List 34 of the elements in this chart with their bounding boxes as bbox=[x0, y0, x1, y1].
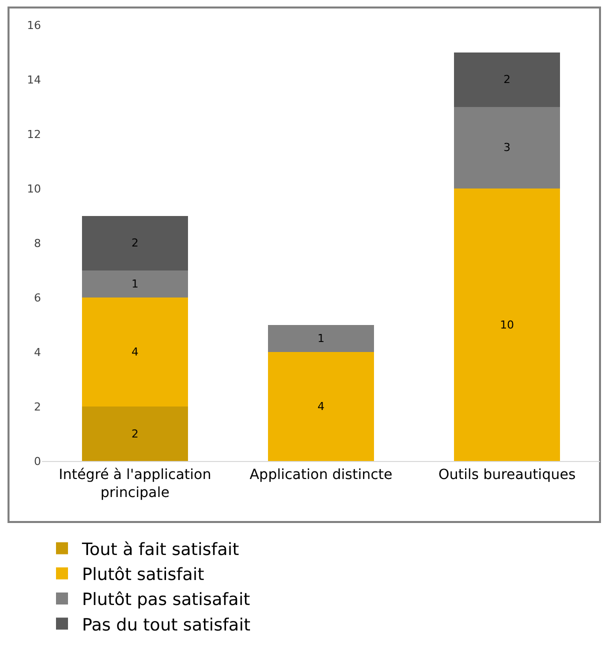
x-tick-label: Outils bureautiques bbox=[438, 466, 576, 483]
bar bbox=[82, 270, 188, 298]
data-label: 3 bbox=[504, 141, 510, 154]
data-label: 10 bbox=[500, 318, 514, 332]
bar bbox=[82, 406, 188, 461]
y-tick-label: 12 bbox=[27, 128, 41, 141]
y-tick-label: 16 bbox=[27, 18, 41, 32]
y-tick-label: 6 bbox=[34, 291, 41, 304]
bar bbox=[268, 324, 374, 352]
data-label: 2 bbox=[504, 73, 510, 86]
bar bbox=[82, 298, 188, 406]
y-tick-label: 14 bbox=[27, 73, 41, 86]
x-tick-label: Intégré à l'application principale bbox=[58, 466, 212, 501]
data-label: 4 bbox=[132, 346, 138, 358]
legend-label: Plutôt pas satisafait bbox=[82, 590, 250, 610]
legend-label: Plutôt satisfait bbox=[82, 565, 205, 586]
bar bbox=[454, 106, 560, 188]
legend-label: Tout à fait satisfait bbox=[81, 540, 240, 560]
bar bbox=[268, 352, 374, 461]
y-tick-label: 0 bbox=[34, 454, 41, 468]
data-label: 2 bbox=[132, 427, 138, 440]
y-tick-label: 10 bbox=[27, 182, 41, 196]
data-label: 1 bbox=[132, 277, 138, 290]
bar bbox=[82, 216, 188, 270]
data-label: 4 bbox=[318, 400, 324, 413]
data-label: 1 bbox=[318, 332, 324, 345]
bar bbox=[454, 188, 560, 461]
y-tick-label: 4 bbox=[34, 346, 41, 359]
legend-label: Pas du tout satisfait bbox=[82, 615, 251, 636]
y-tick-label: 2 bbox=[34, 400, 41, 414]
data-label: 2 bbox=[132, 236, 138, 250]
x-tick-label: Application distincte bbox=[250, 466, 392, 483]
y-tick-label: 8 bbox=[34, 236, 41, 250]
bar bbox=[454, 52, 560, 107]
